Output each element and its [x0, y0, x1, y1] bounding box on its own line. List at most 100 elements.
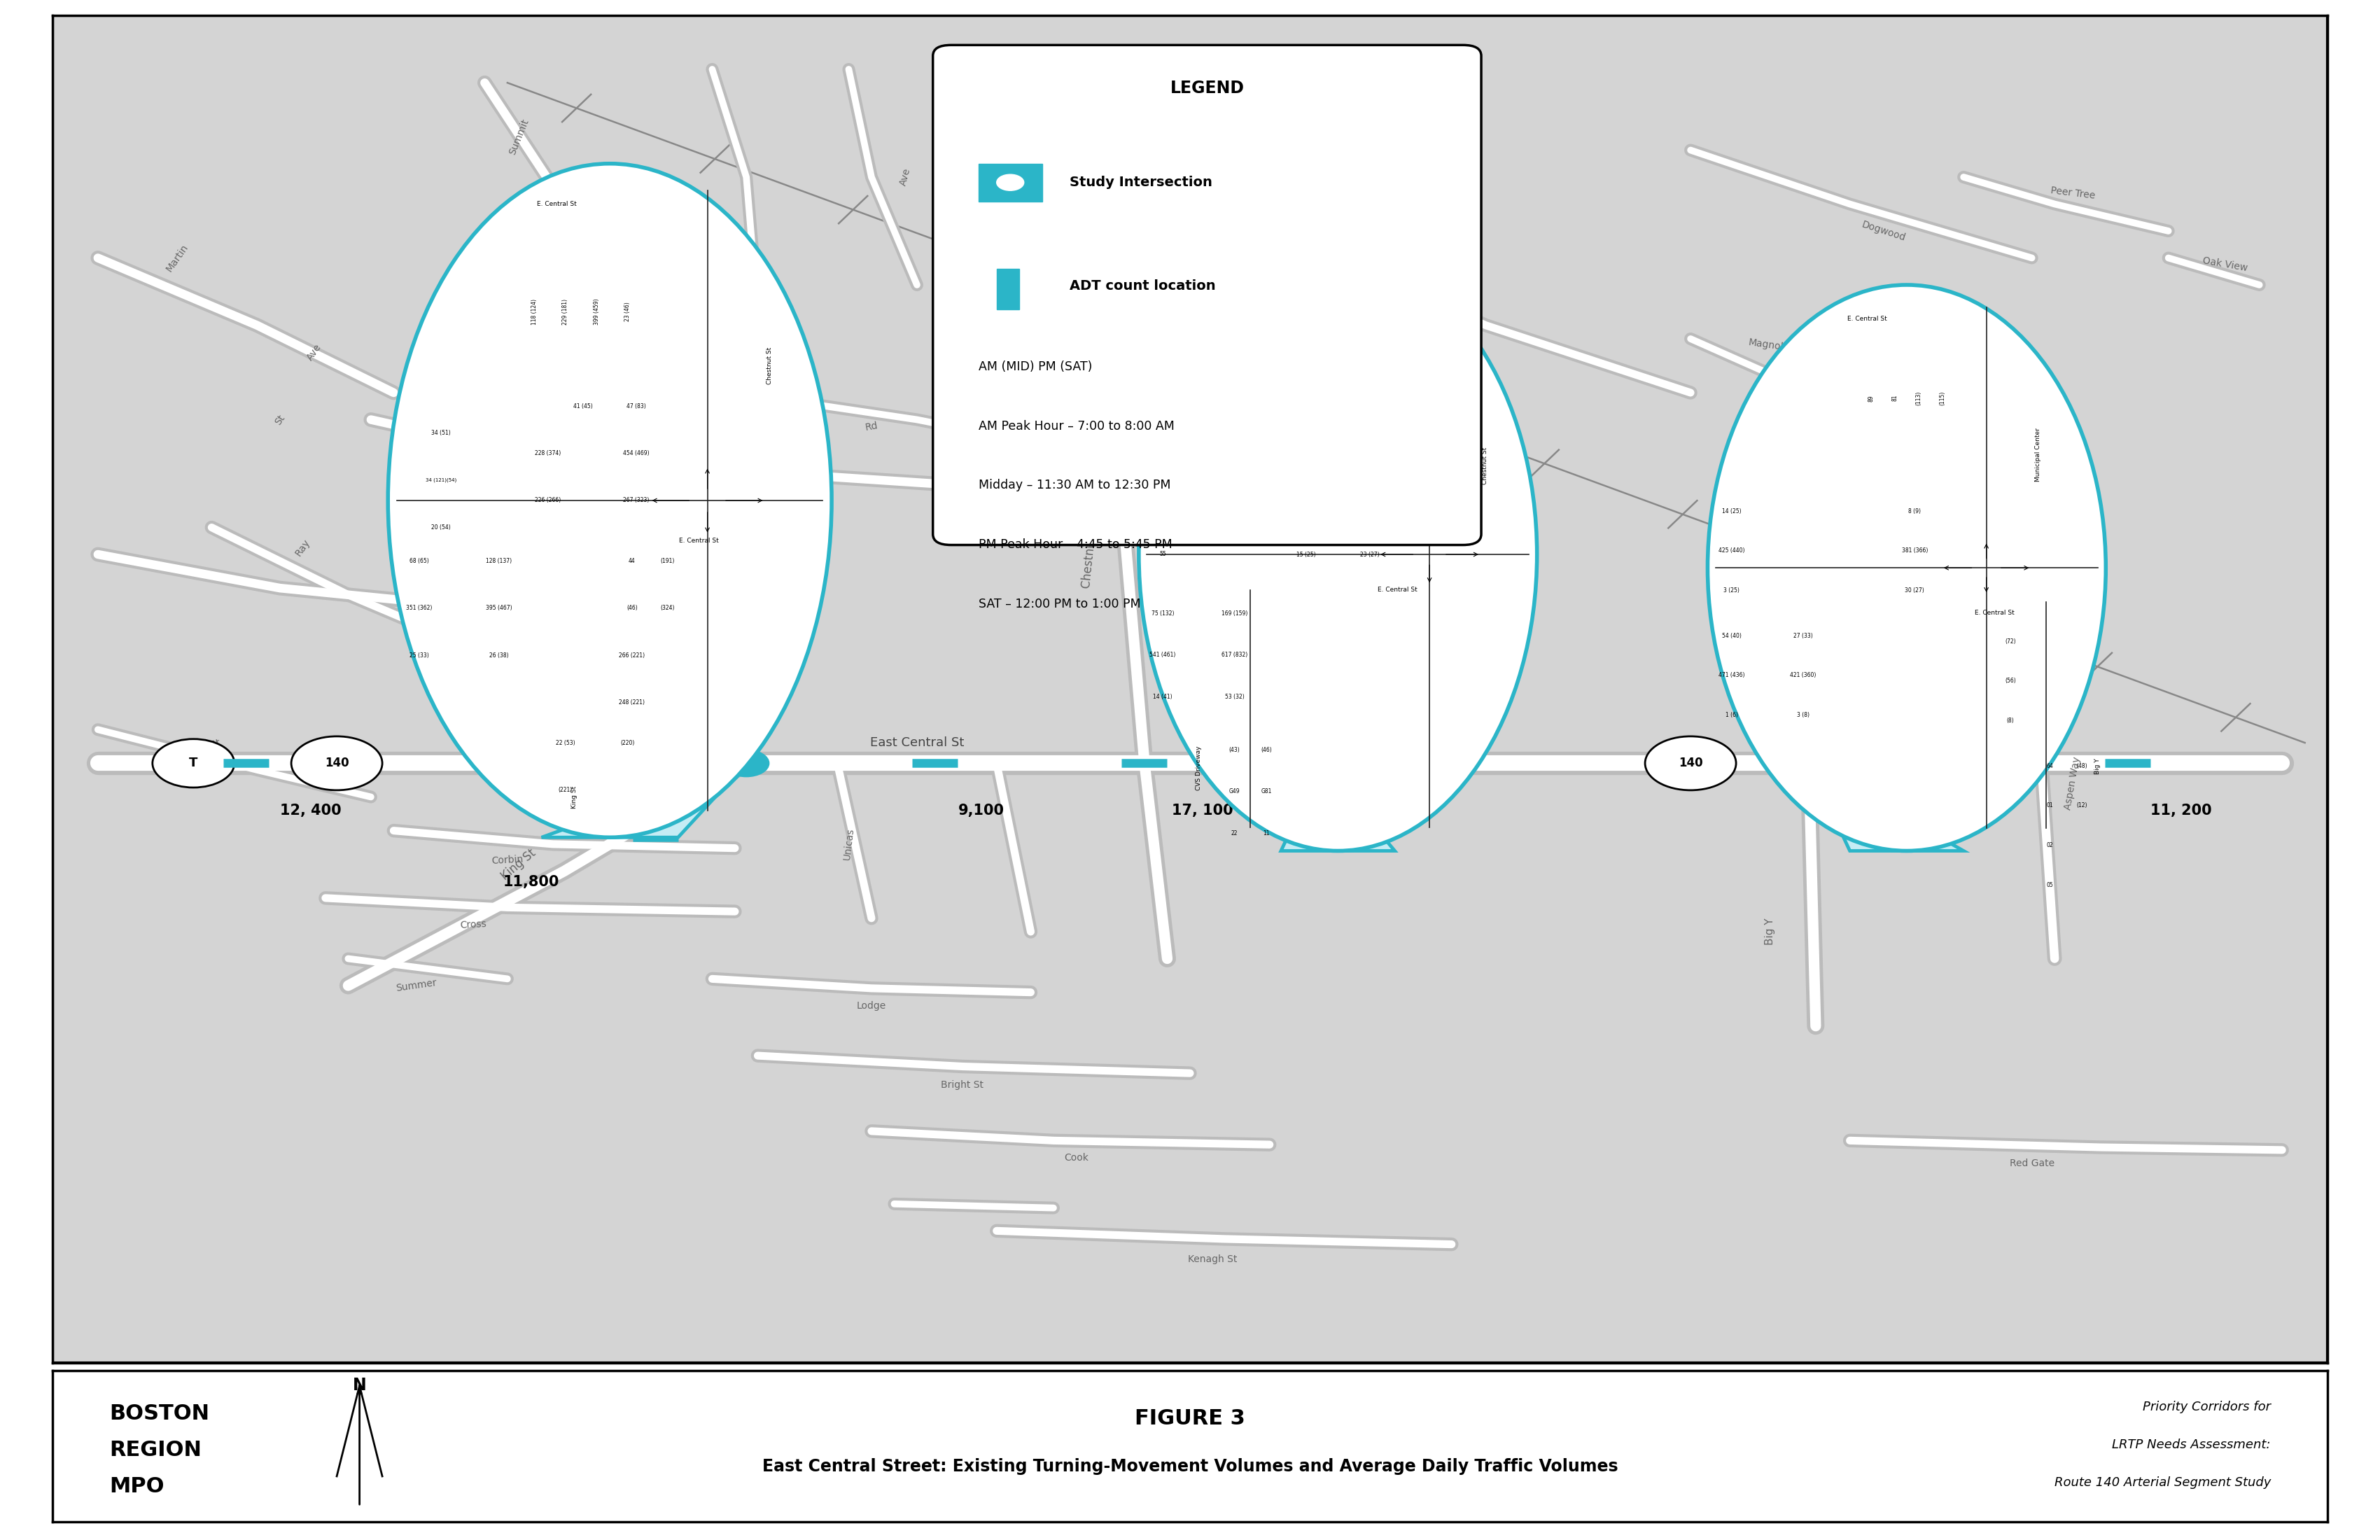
Text: 430 (452): 430 (452) — [1292, 510, 1319, 516]
Text: 11, 200: 11, 200 — [2149, 804, 2211, 818]
Bar — [997, 268, 1019, 310]
Text: 25 (33): 25 (33) — [409, 653, 428, 659]
Text: Rd: Rd — [864, 420, 878, 433]
Text: (72): (72) — [2004, 638, 2016, 645]
Text: 14 (41): 14 (41) — [1152, 693, 1173, 699]
Text: 9,100: 9,100 — [957, 804, 1004, 818]
Text: 15 (25): 15 (25) — [1297, 551, 1316, 557]
Text: E. Central St: E. Central St — [678, 537, 719, 544]
Text: (191): (191) — [659, 557, 674, 564]
Text: 22: 22 — [1230, 830, 1238, 836]
Text: 266 (221): 266 (221) — [619, 653, 645, 659]
Text: St: St — [274, 413, 286, 427]
Text: (103): (103) — [1319, 370, 1326, 383]
Text: 89: 89 — [1868, 394, 1873, 402]
Text: Chestnut St: Chestnut St — [1483, 447, 1488, 484]
Text: 381 (366): 381 (366) — [1902, 548, 1928, 554]
Text: Ave: Ave — [305, 342, 324, 362]
Text: (43): (43) — [1228, 747, 1240, 753]
Text: 17, 100: 17, 100 — [1171, 804, 1233, 818]
Text: (115): (115) — [1940, 391, 1947, 405]
Ellipse shape — [388, 163, 831, 838]
Text: 11: 11 — [1264, 830, 1269, 836]
Text: 81: 81 — [1892, 394, 1897, 402]
Circle shape — [152, 739, 233, 787]
Text: 53 (32): 53 (32) — [1226, 693, 1245, 699]
Text: SAT – 12:00 PM to 1:00 PM: SAT – 12:00 PM to 1:00 PM — [978, 598, 1140, 610]
Text: (46): (46) — [1261, 747, 1271, 753]
Text: (56): (56) — [2004, 678, 2016, 684]
FancyBboxPatch shape — [933, 45, 1480, 545]
Text: 248 (221): 248 (221) — [619, 699, 645, 705]
Text: Oak View: Oak View — [2202, 256, 2249, 274]
Text: 75 (132): 75 (132) — [1152, 610, 1173, 618]
Text: 228 (374): 228 (374) — [536, 450, 562, 456]
Text: 20 (54): 20 (54) — [431, 524, 450, 531]
Text: 22 (53): 22 (53) — [557, 739, 576, 747]
Text: 395 (467): 395 (467) — [486, 605, 512, 611]
Text: ADT count location: ADT count location — [1069, 280, 1216, 293]
Text: 54 (40): 54 (40) — [1721, 633, 1742, 639]
Text: 8 (9): 8 (9) — [1909, 508, 1921, 514]
Polygon shape — [1280, 764, 1395, 850]
Text: E. Central St: E. Central St — [1847, 316, 1887, 322]
Text: Cross: Cross — [459, 919, 488, 930]
Text: Corbin: Corbin — [490, 855, 524, 865]
Polygon shape — [543, 764, 747, 838]
Circle shape — [1645, 736, 1735, 790]
Text: 128 (137): 128 (137) — [486, 557, 512, 564]
Text: 144 (132): 144 (132) — [1357, 468, 1383, 474]
Text: King St: King St — [571, 785, 578, 808]
Text: East Central St: East Central St — [871, 736, 964, 750]
Text: 541 (461): 541 (461) — [1150, 651, 1176, 658]
Text: 169 (159): 169 (159) — [1221, 610, 1247, 618]
Circle shape — [997, 174, 1023, 191]
Text: (176): (176) — [1264, 370, 1269, 383]
Ellipse shape — [1706, 285, 2106, 850]
Circle shape — [1785, 750, 1833, 776]
Text: G81: G81 — [1261, 788, 1271, 795]
Text: Dogwood: Dogwood — [1861, 219, 1906, 243]
Text: Cook: Cook — [1064, 1153, 1088, 1163]
Text: AM (MID) PM (SAT): AM (MID) PM (SAT) — [978, 360, 1092, 373]
Text: 187 (219): 187 (219) — [1290, 363, 1297, 390]
Text: Municipal Center: Municipal Center — [2035, 428, 2042, 482]
Text: 41 (45): 41 (45) — [574, 403, 593, 410]
Text: (12): (12) — [2075, 802, 2087, 808]
Text: 3 (8): 3 (8) — [1797, 711, 1809, 718]
Text: 26 (38): 26 (38) — [490, 653, 509, 659]
Text: N: N — [352, 1377, 367, 1394]
Text: Big Y: Big Y — [2094, 758, 2102, 775]
Text: E. Central St: E. Central St — [1278, 291, 1319, 297]
Text: 425 (440): 425 (440) — [1718, 548, 1745, 554]
Text: Red Gate: Red Gate — [2009, 1158, 2054, 1169]
Text: 471 (436): 471 (436) — [1718, 673, 1745, 679]
Text: Kenagh St: Kenagh St — [1188, 1254, 1238, 1264]
Circle shape — [290, 736, 383, 790]
Text: 399 (459): 399 (459) — [593, 299, 600, 325]
Text: LRTP Needs Assessment:: LRTP Needs Assessment: — [2111, 1438, 2271, 1451]
Text: (220): (220) — [621, 739, 635, 747]
Text: 140: 140 — [1678, 758, 1702, 770]
Text: Bright St: Bright St — [940, 1081, 983, 1090]
Text: 421 (360): 421 (360) — [1790, 673, 1816, 679]
Text: 36: 36 — [1159, 510, 1166, 516]
Text: 11,800: 11,800 — [502, 875, 559, 889]
Text: T: T — [188, 758, 198, 770]
Text: King St: King St — [500, 847, 538, 882]
Text: Study Intersection: Study Intersection — [1069, 176, 1211, 189]
Text: 229 (181): 229 (181) — [562, 299, 569, 325]
Text: E. Central St: E. Central St — [1378, 587, 1418, 593]
Text: Row: Row — [405, 608, 426, 621]
Text: Priority Corridors for: Priority Corridors for — [2142, 1401, 2271, 1414]
Text: BOSTON: BOSTON — [109, 1404, 209, 1424]
Text: (48): (48) — [2075, 762, 2087, 768]
Text: (221): (221) — [559, 787, 574, 793]
Text: Chestnut St: Chestnut St — [766, 346, 774, 385]
Text: (113): (113) — [1916, 391, 1921, 405]
Text: 62 (128): 62 (128) — [1295, 468, 1316, 474]
Text: Big Y: Big Y — [1766, 918, 1775, 946]
Text: Lodge: Lodge — [857, 1001, 885, 1010]
Text: 617 (832): 617 (832) — [1221, 651, 1247, 658]
Text: (102): (102) — [1347, 370, 1352, 383]
